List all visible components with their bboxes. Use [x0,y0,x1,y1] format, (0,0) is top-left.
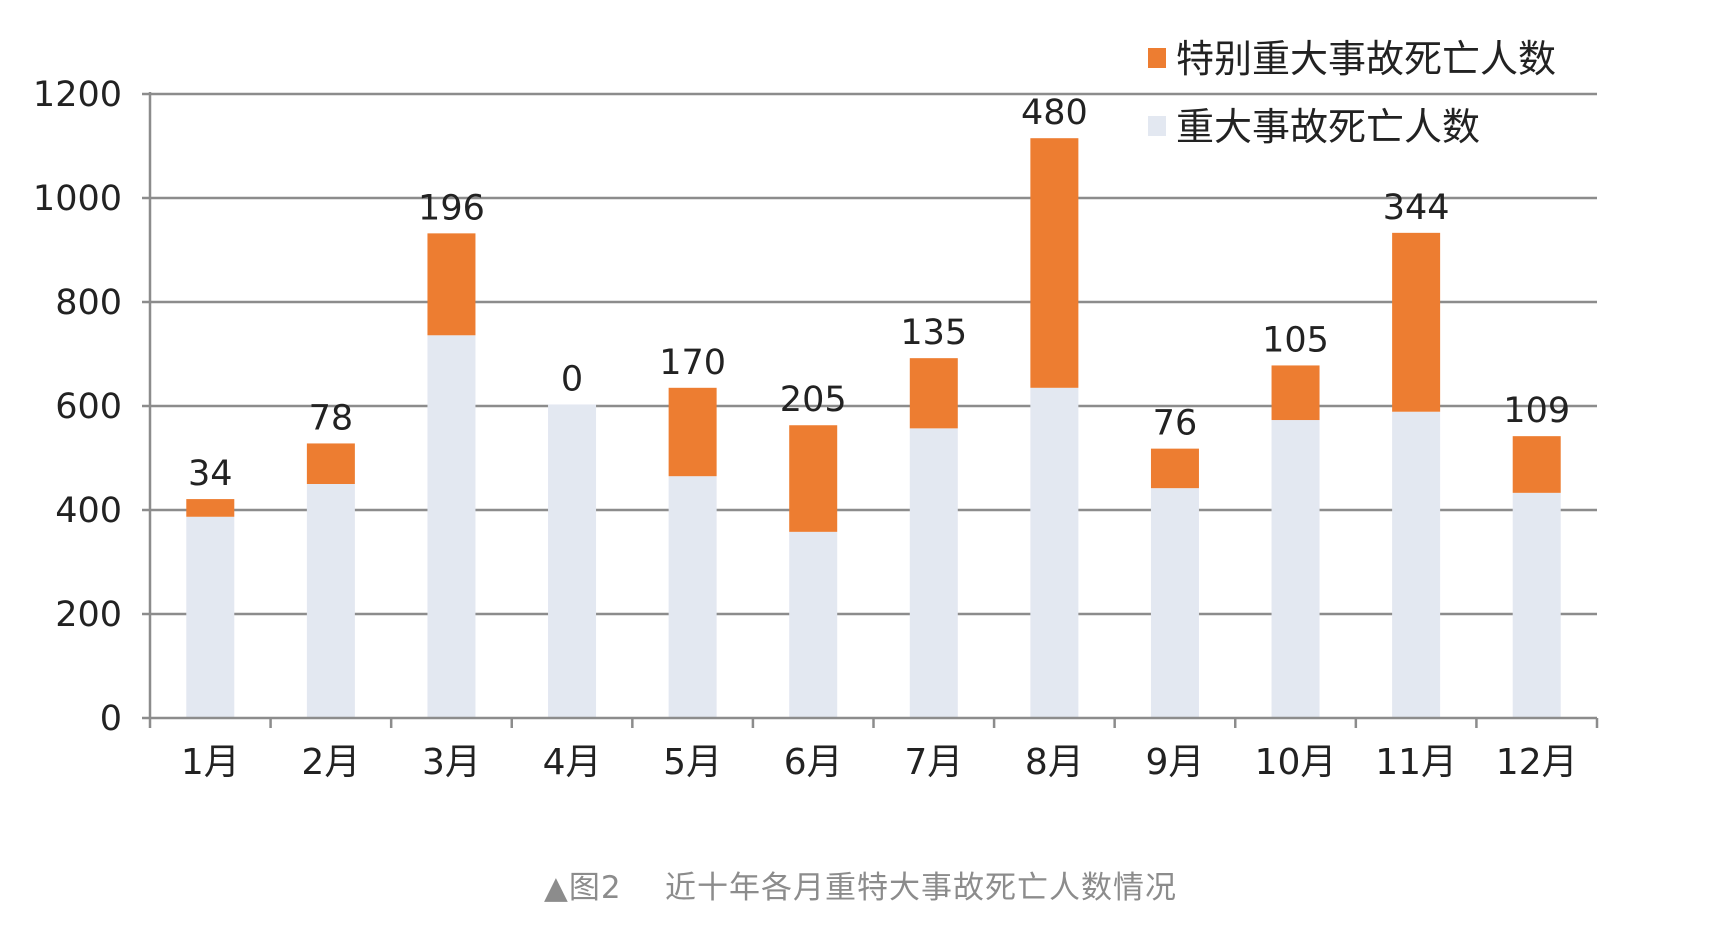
y-tick-label: 1000 [33,179,122,219]
y-tick-label: 0 [100,699,122,739]
bar-segment-especially-major [1271,365,1320,421]
x-tick-label: 8月 [1025,742,1084,783]
bar-segment-major [789,531,838,718]
caption-text: 近十年各月重特大事故死亡人数情况 [665,870,1177,906]
x-tick-label: 10月 [1255,742,1337,783]
bar-segment-major [1150,488,1199,718]
caption-gap [622,870,665,906]
bar-segment-especially-major [909,358,958,429]
bar-segment-major [668,476,717,718]
bar-segment-especially-major [1150,448,1199,489]
data-label: 205 [780,380,847,420]
bar-segment-especially-major [186,499,235,517]
x-tick-label: 1月 [181,742,240,783]
bar-segment-major [1392,411,1441,718]
legend-label: 重大事故死亡人数 [1176,105,1480,149]
x-tick-label: 5月 [663,742,722,783]
bar-segment-major [1030,387,1079,718]
legend-swatch [1148,48,1166,68]
bar-segment-especially-major [1030,138,1079,388]
gridlines [150,92,1597,616]
labels: 34 78 196 0 170 205 135 480 76 105 344 109 [188,93,1570,494]
data-label: 344 [1383,188,1450,228]
data-label: 109 [1503,391,1570,431]
bar-segment-major [1271,420,1320,718]
data-label: 78 [309,398,354,438]
bar-segment-major [427,335,476,718]
x-tick-label: 2月 [301,742,360,783]
bar-segment-especially-major [306,443,355,484]
data-label: 170 [659,343,726,383]
y-tick-label: 600 [55,387,122,427]
axes: 0 200 400 600 800 1000 1200 1月 2月 3月 4月 5月 6月 7月 8月 9月 1… [33,75,1599,783]
caption-label: 图2 [568,870,622,906]
x-tick-label: 4月 [543,742,602,783]
data-label: 105 [1262,320,1329,360]
bar-segment-especially-major [789,425,838,532]
x-tick-label: 9月 [1146,742,1205,783]
data-label: 76 [1153,404,1198,444]
x-tick-label: 3月 [422,742,481,783]
y-tick-label: 400 [55,491,122,531]
bar-segment-especially-major [427,233,476,336]
data-label: 34 [188,454,233,494]
bars [186,138,1561,718]
bar-segment-especially-major [1512,436,1561,493]
figure-caption: ▲图2 近十年各月重特大事故死亡人数情况 [0,862,1721,907]
bar-segment-major [909,428,958,718]
x-tick-label: 7月 [904,742,963,783]
stacked-bar-chart: 0 200 400 600 800 1000 1200 1月 2月 3月 4月 5月 6月 7月 8月 9月 1… [33,37,1599,783]
data-label: 135 [900,313,967,353]
bar-segment-major [306,484,355,718]
bar-segment-major [186,516,235,718]
x-tick-label: 6月 [784,742,843,783]
bar-segment-major [548,404,597,718]
y-tick-label: 1200 [33,75,122,115]
data-label: 0 [561,359,583,399]
y-tick-label: 200 [55,595,122,635]
bar-segment-especially-major [668,387,717,477]
bar-segment-especially-major [1392,232,1441,412]
bar-segment-major [1512,492,1561,718]
caption-marker: ▲ [544,870,569,906]
data-label: 480 [1021,93,1088,133]
data-label: 196 [418,188,485,228]
y-tick-label: 800 [55,283,122,323]
legend-label: 特别重大事故死亡人数 [1176,37,1556,81]
legend-swatch [1148,116,1166,136]
x-tick-label: 12月 [1496,742,1578,783]
x-tick-label: 11月 [1375,742,1457,783]
